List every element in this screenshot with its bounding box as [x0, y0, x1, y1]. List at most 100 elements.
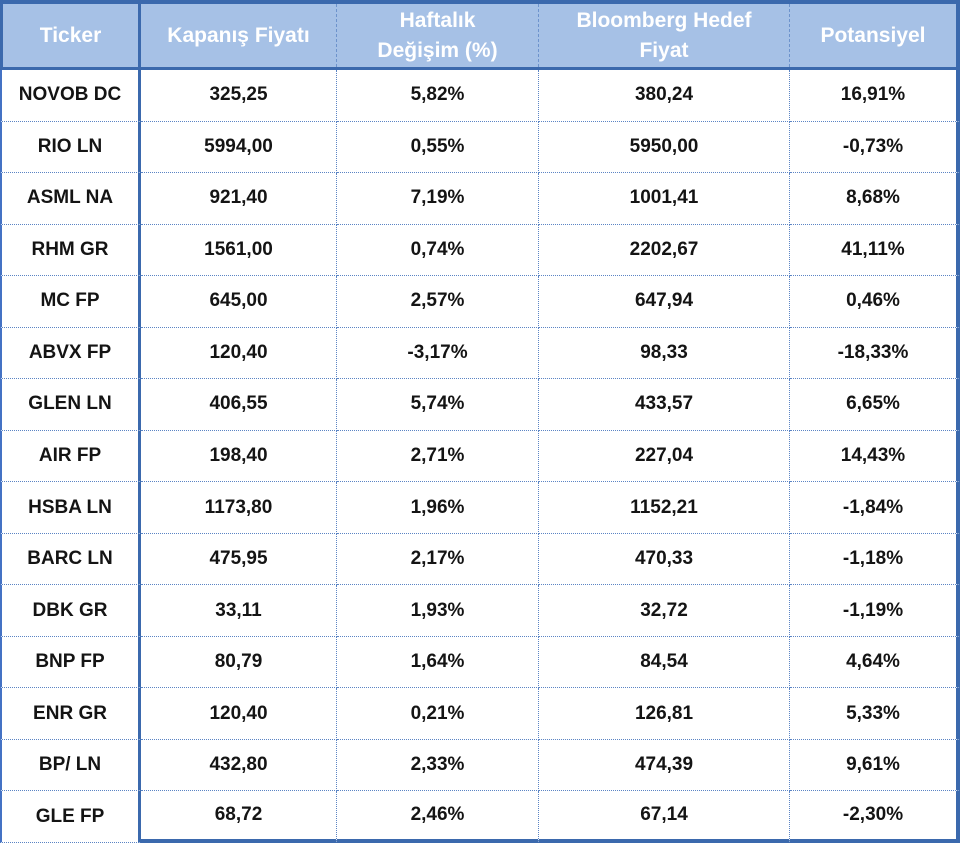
weekly-change-value: 0,21% — [410, 702, 465, 724]
closing-price-cell: 80,79 — [141, 636, 337, 689]
potential-cell: 9,61% — [790, 739, 960, 792]
table-row: BARC LN 475,95 2,17% 470,33 -1,18% — [0, 533, 960, 586]
potential-value: 16,91% — [840, 84, 906, 106]
target-price-cell: 98,33 — [539, 327, 790, 380]
closing-price-value: 645,00 — [209, 290, 268, 312]
column-header-bloomberg-target-price: Bloomberg Hedef Fiyat — [539, 4, 790, 67]
ticker-value: RHM GR — [31, 238, 109, 260]
potential-cell: -0,73% — [790, 121, 960, 174]
closing-price-cell: 1173,80 — [141, 482, 337, 534]
table-row: ABVX FP 120,40 -3,17% 98,33 -18,33% — [0, 327, 960, 380]
ticker-value: NOVOB DC — [18, 84, 122, 106]
table-row: GLE FP 68,72 2,46% 67,14 -2,30% — [0, 791, 960, 843]
target-price-cell: 2202,67 — [539, 224, 790, 277]
ticker-cell: GLEN LN — [0, 379, 141, 431]
ticker-cell: DBK GR — [0, 585, 141, 637]
weekly-change-cell: 0,21% — [337, 688, 539, 740]
ticker-cell: RHM GR — [0, 224, 141, 277]
potential-value: -1,19% — [842, 599, 904, 621]
potential-value: -1,18% — [842, 548, 904, 570]
target-price-value: 470,33 — [634, 548, 694, 570]
ticker-cell: BARC LN — [0, 533, 141, 586]
potential-value: -2,30% — [842, 804, 904, 826]
ticker-cell: NOVOB DC — [0, 70, 141, 122]
weekly-change-cell: 2,57% — [337, 276, 539, 328]
header-label-line: Haftalık — [399, 8, 476, 32]
potential-cell: 4,64% — [790, 636, 960, 689]
table-row: HSBA LN 1173,80 1,96% 1152,21 -1,84% — [0, 482, 960, 534]
header-label-line: Değişim (%) — [377, 38, 498, 62]
weekly-change-value: 7,19% — [410, 187, 465, 209]
ticker-cell: ENR GR — [0, 688, 141, 740]
closing-price-cell: 33,11 — [141, 585, 337, 637]
weekly-change-value: 2,46% — [410, 804, 465, 826]
closing-price-cell: 921,40 — [141, 173, 337, 225]
closing-price-cell: 406,55 — [141, 379, 337, 431]
target-price-value: 647,94 — [634, 290, 694, 312]
closing-price-value: 5994,00 — [204, 135, 273, 157]
potential-value: 4,64% — [846, 651, 900, 673]
closing-price-cell: 120,40 — [141, 327, 337, 380]
table-row: RHM GR 1561,00 0,74% 2202,67 41,11% — [0, 224, 960, 277]
potential-value: 0,46% — [846, 290, 900, 312]
closing-price-cell: 432,80 — [141, 739, 337, 792]
closing-price-value: 80,79 — [214, 651, 263, 673]
weekly-change-cell: 5,74% — [337, 379, 539, 431]
closing-price-cell: 68,72 — [141, 791, 337, 843]
potential-value: 5,33% — [846, 702, 900, 724]
closing-price-value: 325,25 — [209, 84, 268, 106]
weekly-change-cell: 1,64% — [337, 636, 539, 689]
closing-price-value: 432,80 — [209, 754, 268, 776]
ticker-value: MC FP — [40, 290, 100, 312]
target-price-cell: 380,24 — [539, 70, 790, 122]
target-price-cell: 84,54 — [539, 636, 790, 689]
potential-cell: 0,46% — [790, 276, 960, 328]
ticker-value: ENR GR — [33, 702, 107, 724]
target-price-value: 433,57 — [634, 393, 694, 415]
ticker-cell: GLE FP — [0, 791, 141, 843]
weekly-change-value: -3,17% — [407, 341, 468, 363]
target-price-value: 5950,00 — [629, 135, 699, 157]
table-row: NOVOB DC 325,25 5,82% 380,24 16,91% — [0, 70, 960, 122]
potential-cell: -1,18% — [790, 533, 960, 586]
ticker-value: BNP FP — [35, 651, 105, 673]
potential-value: -1,84% — [842, 496, 904, 518]
weekly-change-value: 0,55% — [410, 135, 465, 157]
weekly-change-value: 2,57% — [410, 290, 465, 312]
closing-price-cell: 1561,00 — [141, 224, 337, 277]
header-label-line: Bloomberg Hedef — [576, 8, 752, 32]
closing-price-value: 406,55 — [209, 393, 268, 415]
weekly-change-cell: 1,93% — [337, 585, 539, 637]
potential-value: 8,68% — [846, 187, 900, 209]
weekly-change-value: 5,74% — [410, 393, 465, 415]
closing-price-value: 68,72 — [214, 804, 263, 826]
closing-price-cell: 198,40 — [141, 430, 337, 483]
closing-price-cell: 325,25 — [141, 70, 337, 122]
weekly-change-cell: 5,82% — [337, 70, 539, 122]
closing-price-value: 1561,00 — [204, 238, 273, 260]
target-price-cell: 433,57 — [539, 379, 790, 431]
target-price-cell: 5950,00 — [539, 121, 790, 174]
ticker-value: GLE FP — [35, 805, 105, 827]
potential-cell: -1,84% — [790, 482, 960, 534]
ticker-value: AIR FP — [38, 444, 102, 466]
target-price-value: 1152,21 — [630, 496, 698, 518]
target-price-cell: 67,14 — [539, 791, 790, 843]
table-row: BP/ LN 432,80 2,33% 474,39 9,61% — [0, 739, 960, 792]
target-price-value: 1001,41 — [629, 187, 699, 209]
ticker-value: DBK GR — [32, 599, 108, 621]
potential-cell: -2,30% — [790, 791, 960, 843]
table-row: MC FP 645,00 2,57% 647,94 0,46% — [0, 276, 960, 328]
column-header-potential: Potansiyel — [790, 4, 960, 67]
weekly-change-cell: 0,55% — [337, 121, 539, 174]
target-price-cell: 32,72 — [539, 585, 790, 637]
header-label-line: Potansiyel — [820, 23, 926, 47]
target-price-value: 2202,67 — [629, 238, 699, 260]
potential-value: 41,11% — [841, 238, 905, 260]
target-price-value: 84,54 — [640, 651, 688, 673]
header-label-line: Ticker — [39, 23, 102, 47]
target-price-value: 126,81 — [634, 702, 694, 724]
potential-cell: -1,19% — [790, 585, 960, 637]
closing-price-value: 921,40 — [209, 187, 268, 209]
target-price-cell: 227,04 — [539, 430, 790, 483]
